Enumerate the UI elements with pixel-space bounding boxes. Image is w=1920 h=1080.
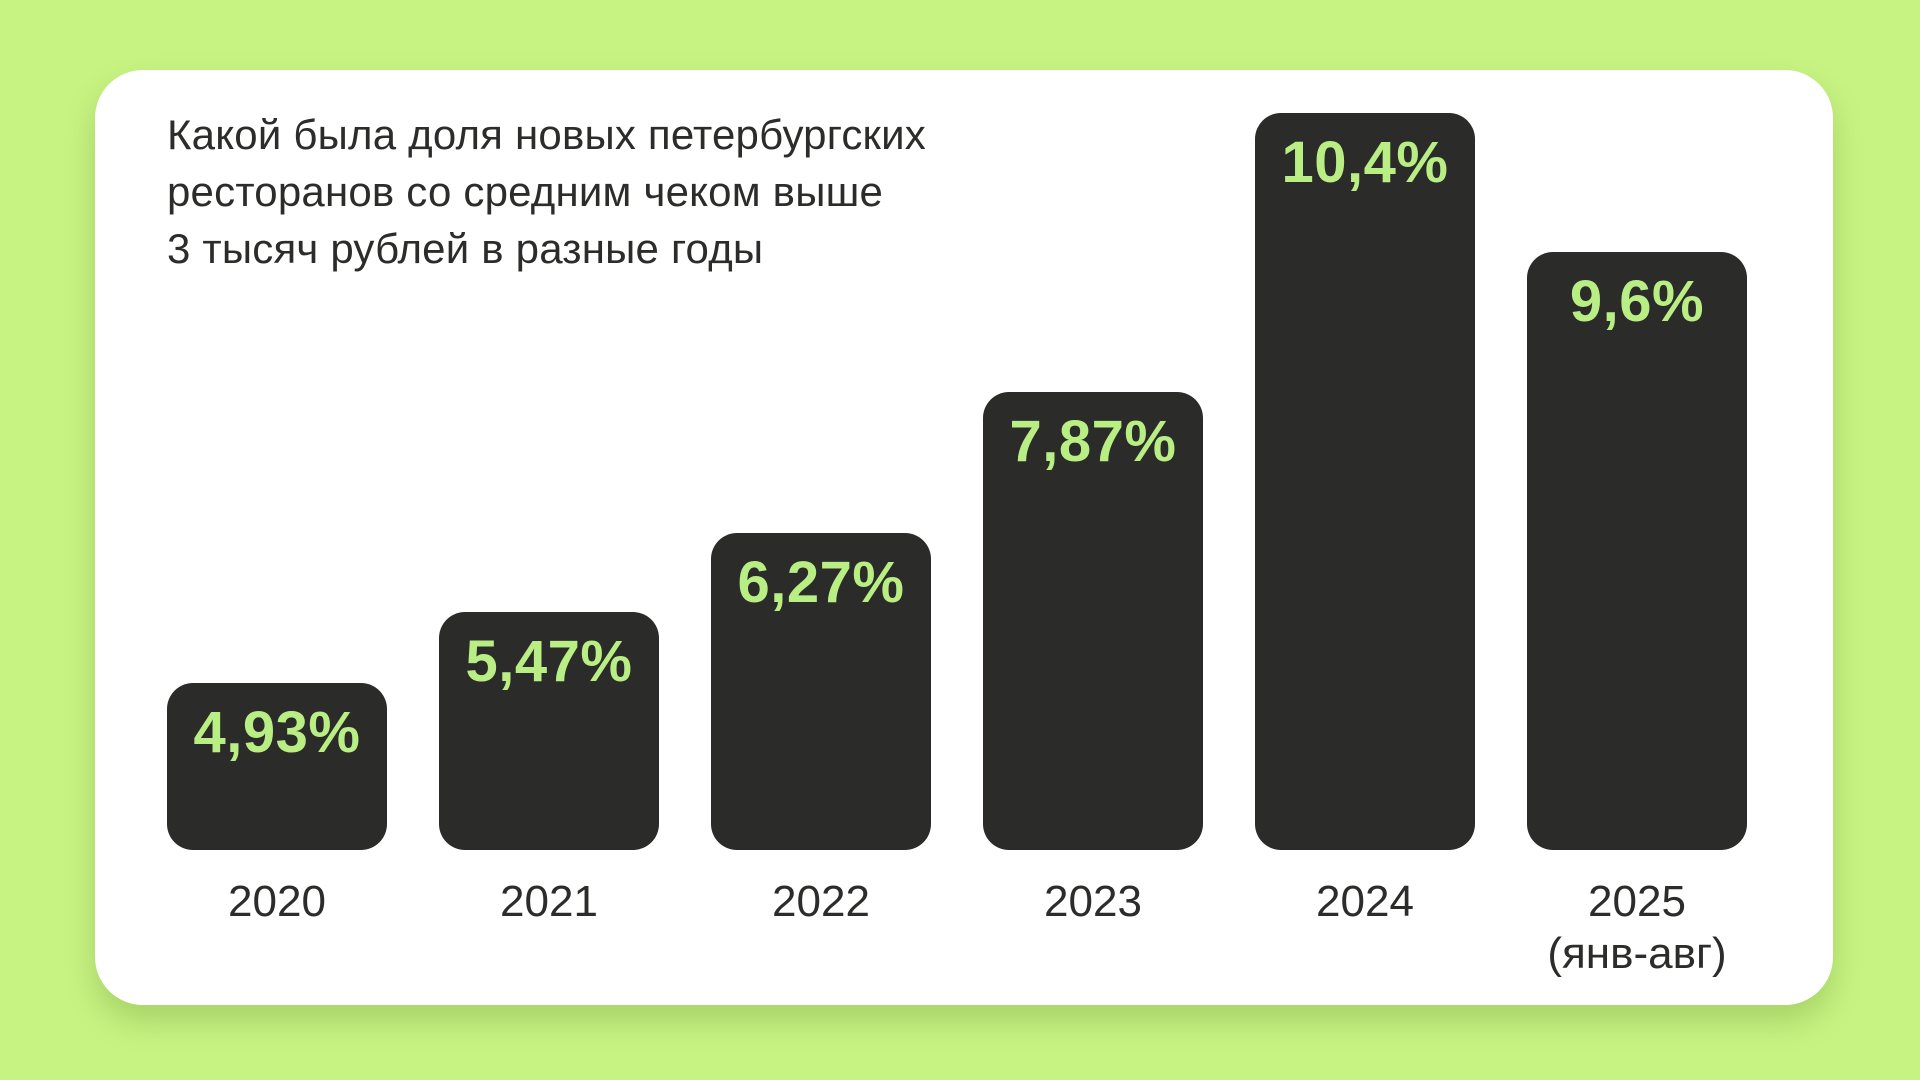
bar-value-label-2022: 6,27% — [737, 550, 905, 615]
bar-value-label-2023: 7,87% — [1009, 409, 1177, 474]
bar-2022: 6,27% — [711, 533, 931, 850]
bar-2020: 4,93% — [167, 683, 387, 850]
chart-card: Какой была доля новых петербургских рест… — [95, 70, 1833, 1005]
bar-value-label-2020: 4,93% — [193, 700, 361, 765]
bar-value-label-2024: 10,4% — [1281, 130, 1449, 195]
bar-2021: 5,47% — [439, 612, 659, 850]
bar-chart: 4,93% 5,47% 6,27% 7,87% 10,4% 9,6% — [167, 113, 1747, 850]
x-axis-label-2025: 2025 (янв-авг) — [1547, 877, 1727, 978]
x-axis-label-2021: 2021 — [500, 877, 598, 926]
chart-title: Какой была доля новых петербургских рест… — [167, 111, 926, 272]
bar-value-label-2021: 5,47% — [465, 629, 633, 694]
bar-2023: 7,87% — [983, 392, 1203, 850]
x-axis-label-2022: 2022 — [772, 877, 870, 926]
x-axis-label-2023: 2023 — [1044, 877, 1142, 926]
bar-value-label-2025: 9,6% — [1569, 269, 1705, 334]
bar-2025: 9,6% — [1527, 252, 1747, 850]
x-axis-label-2020: 2020 — [228, 877, 326, 926]
x-axis: 2020 2021 2022 2023 2024 2025 (янв-авг) — [167, 876, 1747, 980]
x-axis-label-2024: 2024 — [1316, 877, 1414, 926]
bar-2024: 10,4% — [1255, 113, 1475, 850]
